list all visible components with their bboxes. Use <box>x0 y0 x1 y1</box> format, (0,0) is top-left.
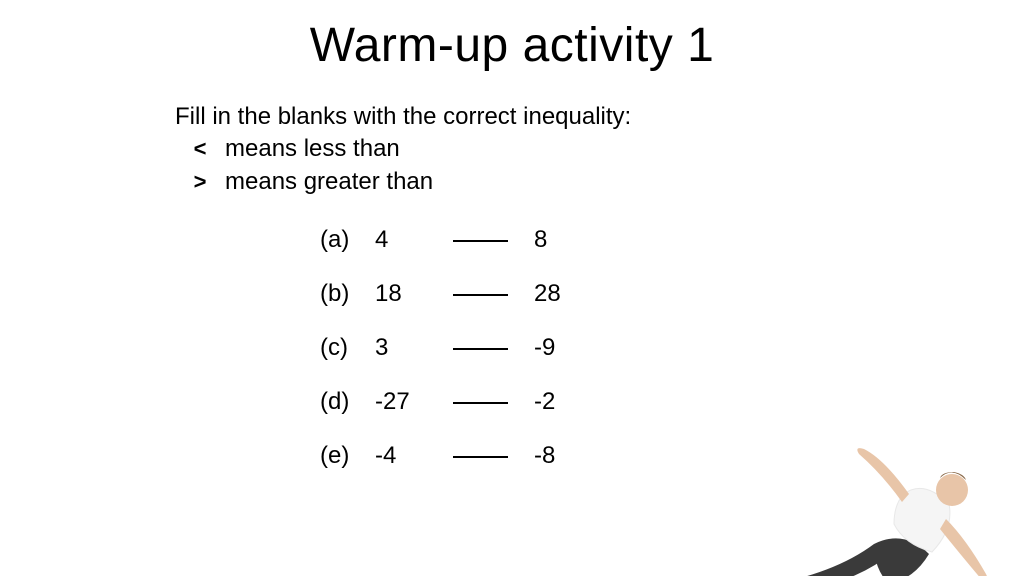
problem-left-number: -27 <box>375 388 445 416</box>
greater-than-text: means greater than <box>225 166 433 198</box>
fill-blank[interactable] <box>453 456 508 458</box>
problem-row: (b) 18 28 <box>320 280 1024 308</box>
problem-right-number: -9 <box>516 334 594 362</box>
problem-row: (a) 4 8 <box>320 226 1024 254</box>
problem-row: (d) -27 -2 <box>320 388 1024 416</box>
problem-right-number: -2 <box>516 388 594 416</box>
legend-row: > means greater than <box>175 166 1024 198</box>
problem-label: (a) <box>320 226 375 254</box>
fill-blank[interactable] <box>453 402 508 404</box>
fill-blank[interactable] <box>453 240 508 242</box>
problem-right-number: 28 <box>516 280 594 308</box>
problem-label: (e) <box>320 442 375 470</box>
problem-row: (c) 3 -9 <box>320 334 1024 362</box>
problem-right-number: -8 <box>516 442 594 470</box>
problem-left-number: 18 <box>375 280 445 308</box>
fill-blank[interactable] <box>453 294 508 296</box>
problem-left-number: 3 <box>375 334 445 362</box>
instruction-line: Fill in the blanks with the correct ineq… <box>175 101 1024 133</box>
problem-label: (d) <box>320 388 375 416</box>
fill-blank[interactable] <box>453 348 508 350</box>
problem-left-number: -4 <box>375 442 445 470</box>
less-than-text: means less than <box>225 133 400 165</box>
less-than-symbol: < <box>175 134 225 164</box>
stretching-person-icon <box>754 424 1014 576</box>
page-title: Warm-up activity 1 <box>0 18 1024 73</box>
problem-label: (b) <box>320 280 375 308</box>
legend-row: < means less than <box>175 133 1024 165</box>
greater-than-symbol: > <box>175 167 225 197</box>
problem-label: (c) <box>320 334 375 362</box>
problem-left-number: 4 <box>375 226 445 254</box>
problem-right-number: 8 <box>516 226 594 254</box>
instructions-block: Fill in the blanks with the correct ineq… <box>175 101 1024 198</box>
